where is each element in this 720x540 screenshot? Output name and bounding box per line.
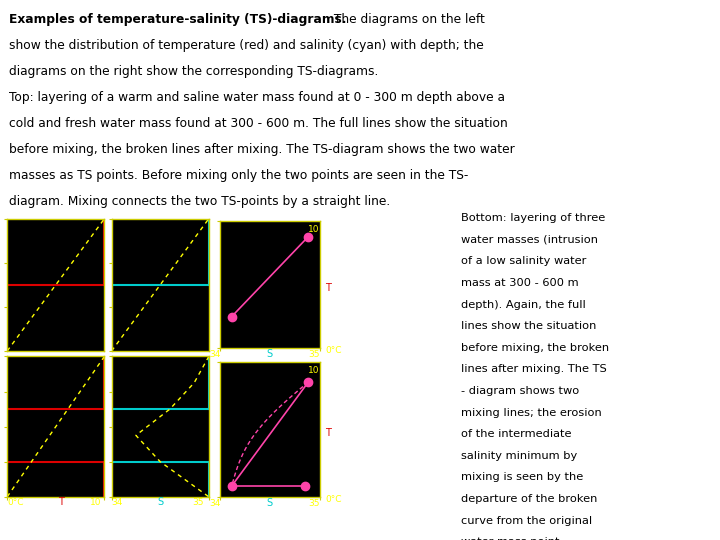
- Text: before mixing, the broken: before mixing, the broken: [461, 343, 609, 353]
- Text: curve from the original: curve from the original: [461, 516, 592, 526]
- Text: - diagram shows two: - diagram shows two: [461, 386, 579, 396]
- Text: T: T: [58, 497, 63, 507]
- Text: 0°C: 0°C: [325, 346, 342, 355]
- Text: lines show the situation: lines show the situation: [461, 321, 596, 332]
- Text: S: S: [266, 498, 272, 508]
- Text: 35: 35: [308, 350, 320, 359]
- Text: depth). Again, the full: depth). Again, the full: [461, 300, 585, 310]
- Text: S: S: [157, 497, 163, 507]
- Text: mixing lines; the erosion: mixing lines; the erosion: [461, 408, 601, 418]
- Text: 34: 34: [112, 498, 123, 507]
- Text: mixing is seen by the: mixing is seen by the: [461, 472, 583, 483]
- Text: The diagrams on the left: The diagrams on the left: [330, 14, 485, 26]
- Text: before mixing, the broken lines after mixing. The TS-diagram shows the two water: before mixing, the broken lines after mi…: [9, 143, 515, 156]
- Text: 34: 34: [210, 500, 221, 508]
- Text: 0°C: 0°C: [7, 498, 24, 507]
- Text: Examples of temperature-salinity (TS)-diagrams.: Examples of temperature-salinity (TS)-di…: [9, 14, 347, 26]
- Text: T: T: [325, 428, 331, 438]
- Text: 10: 10: [308, 225, 320, 234]
- Text: Bottom: layering of three: Bottom: layering of three: [461, 213, 605, 224]
- Text: departure of the broken: departure of the broken: [461, 494, 597, 504]
- Text: 10: 10: [308, 366, 320, 375]
- Text: S: S: [266, 349, 272, 359]
- Text: masses as TS points. Before mixing only the two points are seen in the TS-: masses as TS points. Before mixing only …: [9, 169, 469, 182]
- Text: show the distribution of temperature (red) and salinity (cyan) with depth; the: show the distribution of temperature (re…: [9, 39, 484, 52]
- Text: diagrams on the right show the corresponding TS-diagrams.: diagrams on the right show the correspon…: [9, 65, 379, 78]
- Text: lines after mixing. The TS: lines after mixing. The TS: [461, 364, 606, 375]
- Text: 35: 35: [308, 500, 320, 508]
- Text: of the intermediate: of the intermediate: [461, 429, 571, 440]
- Text: 0°C: 0°C: [325, 495, 342, 504]
- Text: water mass point.: water mass point.: [461, 537, 563, 540]
- Text: of a low salinity water: of a low salinity water: [461, 256, 586, 267]
- Text: salinity minimum by: salinity minimum by: [461, 451, 577, 461]
- Text: Top: layering of a warm and saline water mass found at 0 - 300 m depth above a: Top: layering of a warm and saline water…: [9, 91, 505, 104]
- Text: diagram. Mixing connects the two TS-points by a straight line.: diagram. Mixing connects the two TS-poin…: [9, 195, 391, 208]
- Text: 34: 34: [210, 350, 221, 359]
- Text: cold and fresh water mass found at 300 - 600 m. The full lines show the situatio: cold and fresh water mass found at 300 -…: [9, 117, 508, 130]
- Text: 35: 35: [192, 498, 204, 507]
- Text: 10: 10: [90, 498, 102, 507]
- Text: water masses (intrusion: water masses (intrusion: [461, 235, 598, 245]
- Text: T: T: [325, 283, 331, 293]
- Text: mass at 300 - 600 m: mass at 300 - 600 m: [461, 278, 578, 288]
